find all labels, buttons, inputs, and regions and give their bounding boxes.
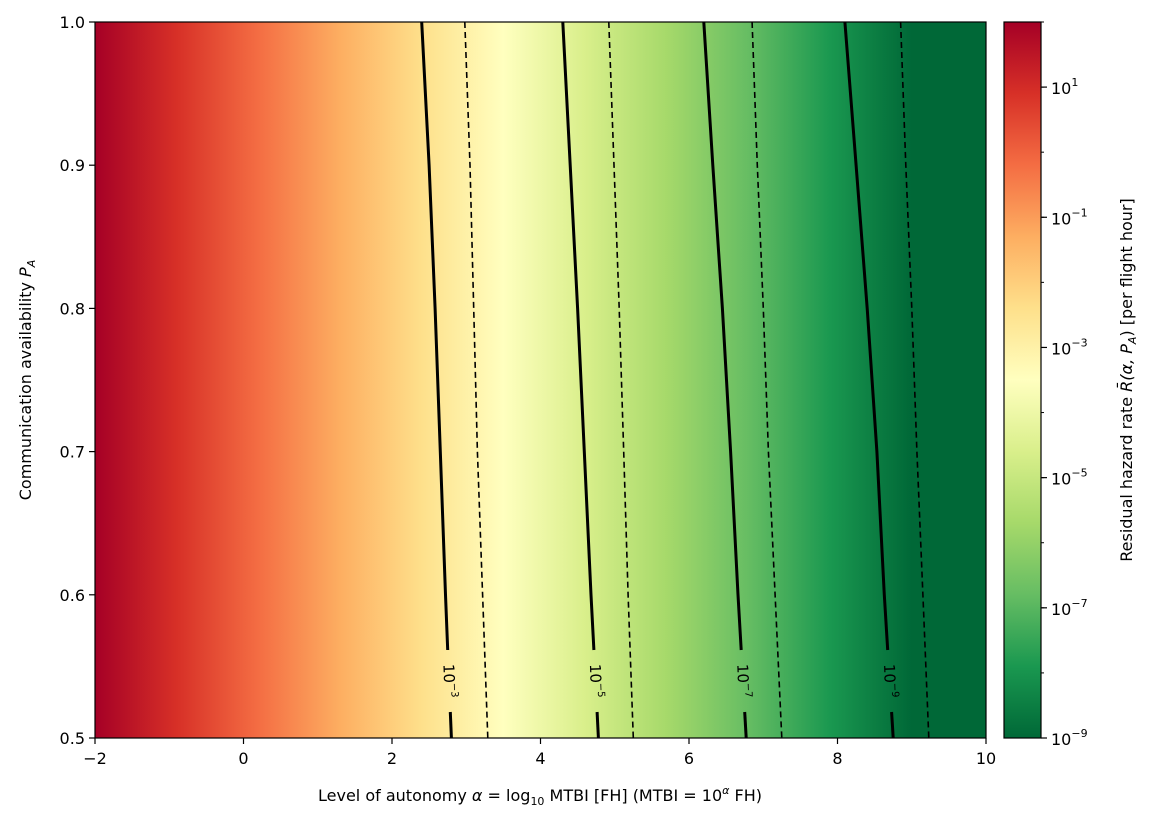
cbar-label-sub: A [1126,337,1139,346]
contour-solid-3-lower [890,711,895,738]
x-tick-label: 8 [832,749,842,768]
contour-label-exp: −3 [448,683,460,698]
colorbar-tick-label: 101 [1051,76,1078,98]
colorbar-tick-exp: −3 [1071,336,1087,349]
contour-solid-3 [843,22,890,651]
x-tick-label: 4 [535,749,545,768]
colorbar-tick-exp: −5 [1071,467,1087,480]
x-label-sub: 10 [530,795,544,808]
colorbar-tick-exp: −9 [1071,727,1087,740]
contour-label-3: 10−9 [880,664,900,698]
contour-label-base: 10 [439,664,458,684]
contour-label-1: 10−5 [586,664,606,698]
x-axis-ticks: −2 0 2 4 6 8 10 [83,738,996,768]
y-tick-label: 0.7 [60,443,85,462]
x-tick-label: 2 [387,749,397,768]
colorbar-tick-base: 10 [1051,470,1071,489]
x-label-mid: MTBI [FH] (MTBI = 10 [544,786,722,805]
y-tick-label: 0.5 [60,729,85,748]
contour-solid-0-lower [448,711,453,738]
y-label-p: P [16,267,35,277]
y-label-pre: Communication availability [16,277,35,500]
x-label-alpha: α [472,786,483,805]
colorbar-tick-exp: 1 [1071,76,1078,89]
contour-solid-2 [702,22,743,651]
colorbar-tick-base: 10 [1051,339,1071,358]
contour-label-exp: −5 [595,683,607,698]
colorbar-tick-base: 10 [1051,730,1071,749]
contour-solid-1 [561,22,596,651]
contour-lines: 10−310−510−710−9 [420,22,930,738]
y-label-sub: A [25,260,38,269]
cbar-label-pre: Residual hazard rate [1117,392,1136,562]
colorbar-tick-label: 10−1 [1051,206,1088,228]
contour-solid-0 [420,22,450,651]
x-tick-label: −2 [83,749,107,768]
colorbar-tick-base: 10 [1051,79,1071,98]
x-tick-label: 6 [684,749,694,768]
contour-label-exp: −7 [742,683,754,698]
y-tick-label: 0.9 [60,156,85,175]
y-tick-label: 1.0 [60,13,85,32]
x-tick-label: 0 [238,749,248,768]
x-label-sup: α [722,784,730,797]
contour-label-exp: −9 [889,683,901,698]
contour-solid-2-lower [743,711,748,738]
contour-solid-1-lower [595,711,600,738]
cbar-label-post: ) [per flight hour] [1117,198,1136,336]
y-axis-label: Communication availability PA [16,260,38,500]
colorbar [1003,21,1042,739]
colorbar-tick-exp: −1 [1071,206,1087,219]
colorbar-tick-label: 10−5 [1051,467,1088,489]
colorbar-tick-base: 10 [1051,600,1071,619]
contour-label-base: 10 [880,664,899,684]
x-axis-label: Level of autonomy α = log10 MTBI [FH] (M… [318,784,762,808]
colorbar-tick-label: 10−9 [1051,727,1088,749]
colorbar-tick-base: 10 [1051,209,1071,228]
colorbar-tick-exp: −7 [1071,597,1087,610]
y-tick-label: 0.6 [60,586,85,605]
colorbar-label: Residual hazard rate R̄(α, PA) [per flig… [1117,198,1139,562]
x-tick-label: 10 [976,749,996,768]
contour-label-0: 10−3 [439,664,459,698]
heatmap-field [95,22,986,738]
cbar-label-expr: R̄(α, P [1117,344,1136,392]
contour-label-2: 10−7 [733,664,753,698]
x-label-eq: = log [482,786,530,805]
contour-label-base: 10 [586,664,605,684]
colorbar-tick-label: 10−7 [1051,597,1088,619]
y-axis-ticks: 0.5 0.6 0.7 0.8 0.9 1.0 [60,13,95,748]
y-tick-label: 0.8 [60,299,85,318]
colorbar-tick-label: 10−3 [1051,336,1088,358]
contour-label-base: 10 [733,664,752,684]
x-label-pre: Level of autonomy [318,786,472,805]
x-label-post: FH) [729,786,762,805]
